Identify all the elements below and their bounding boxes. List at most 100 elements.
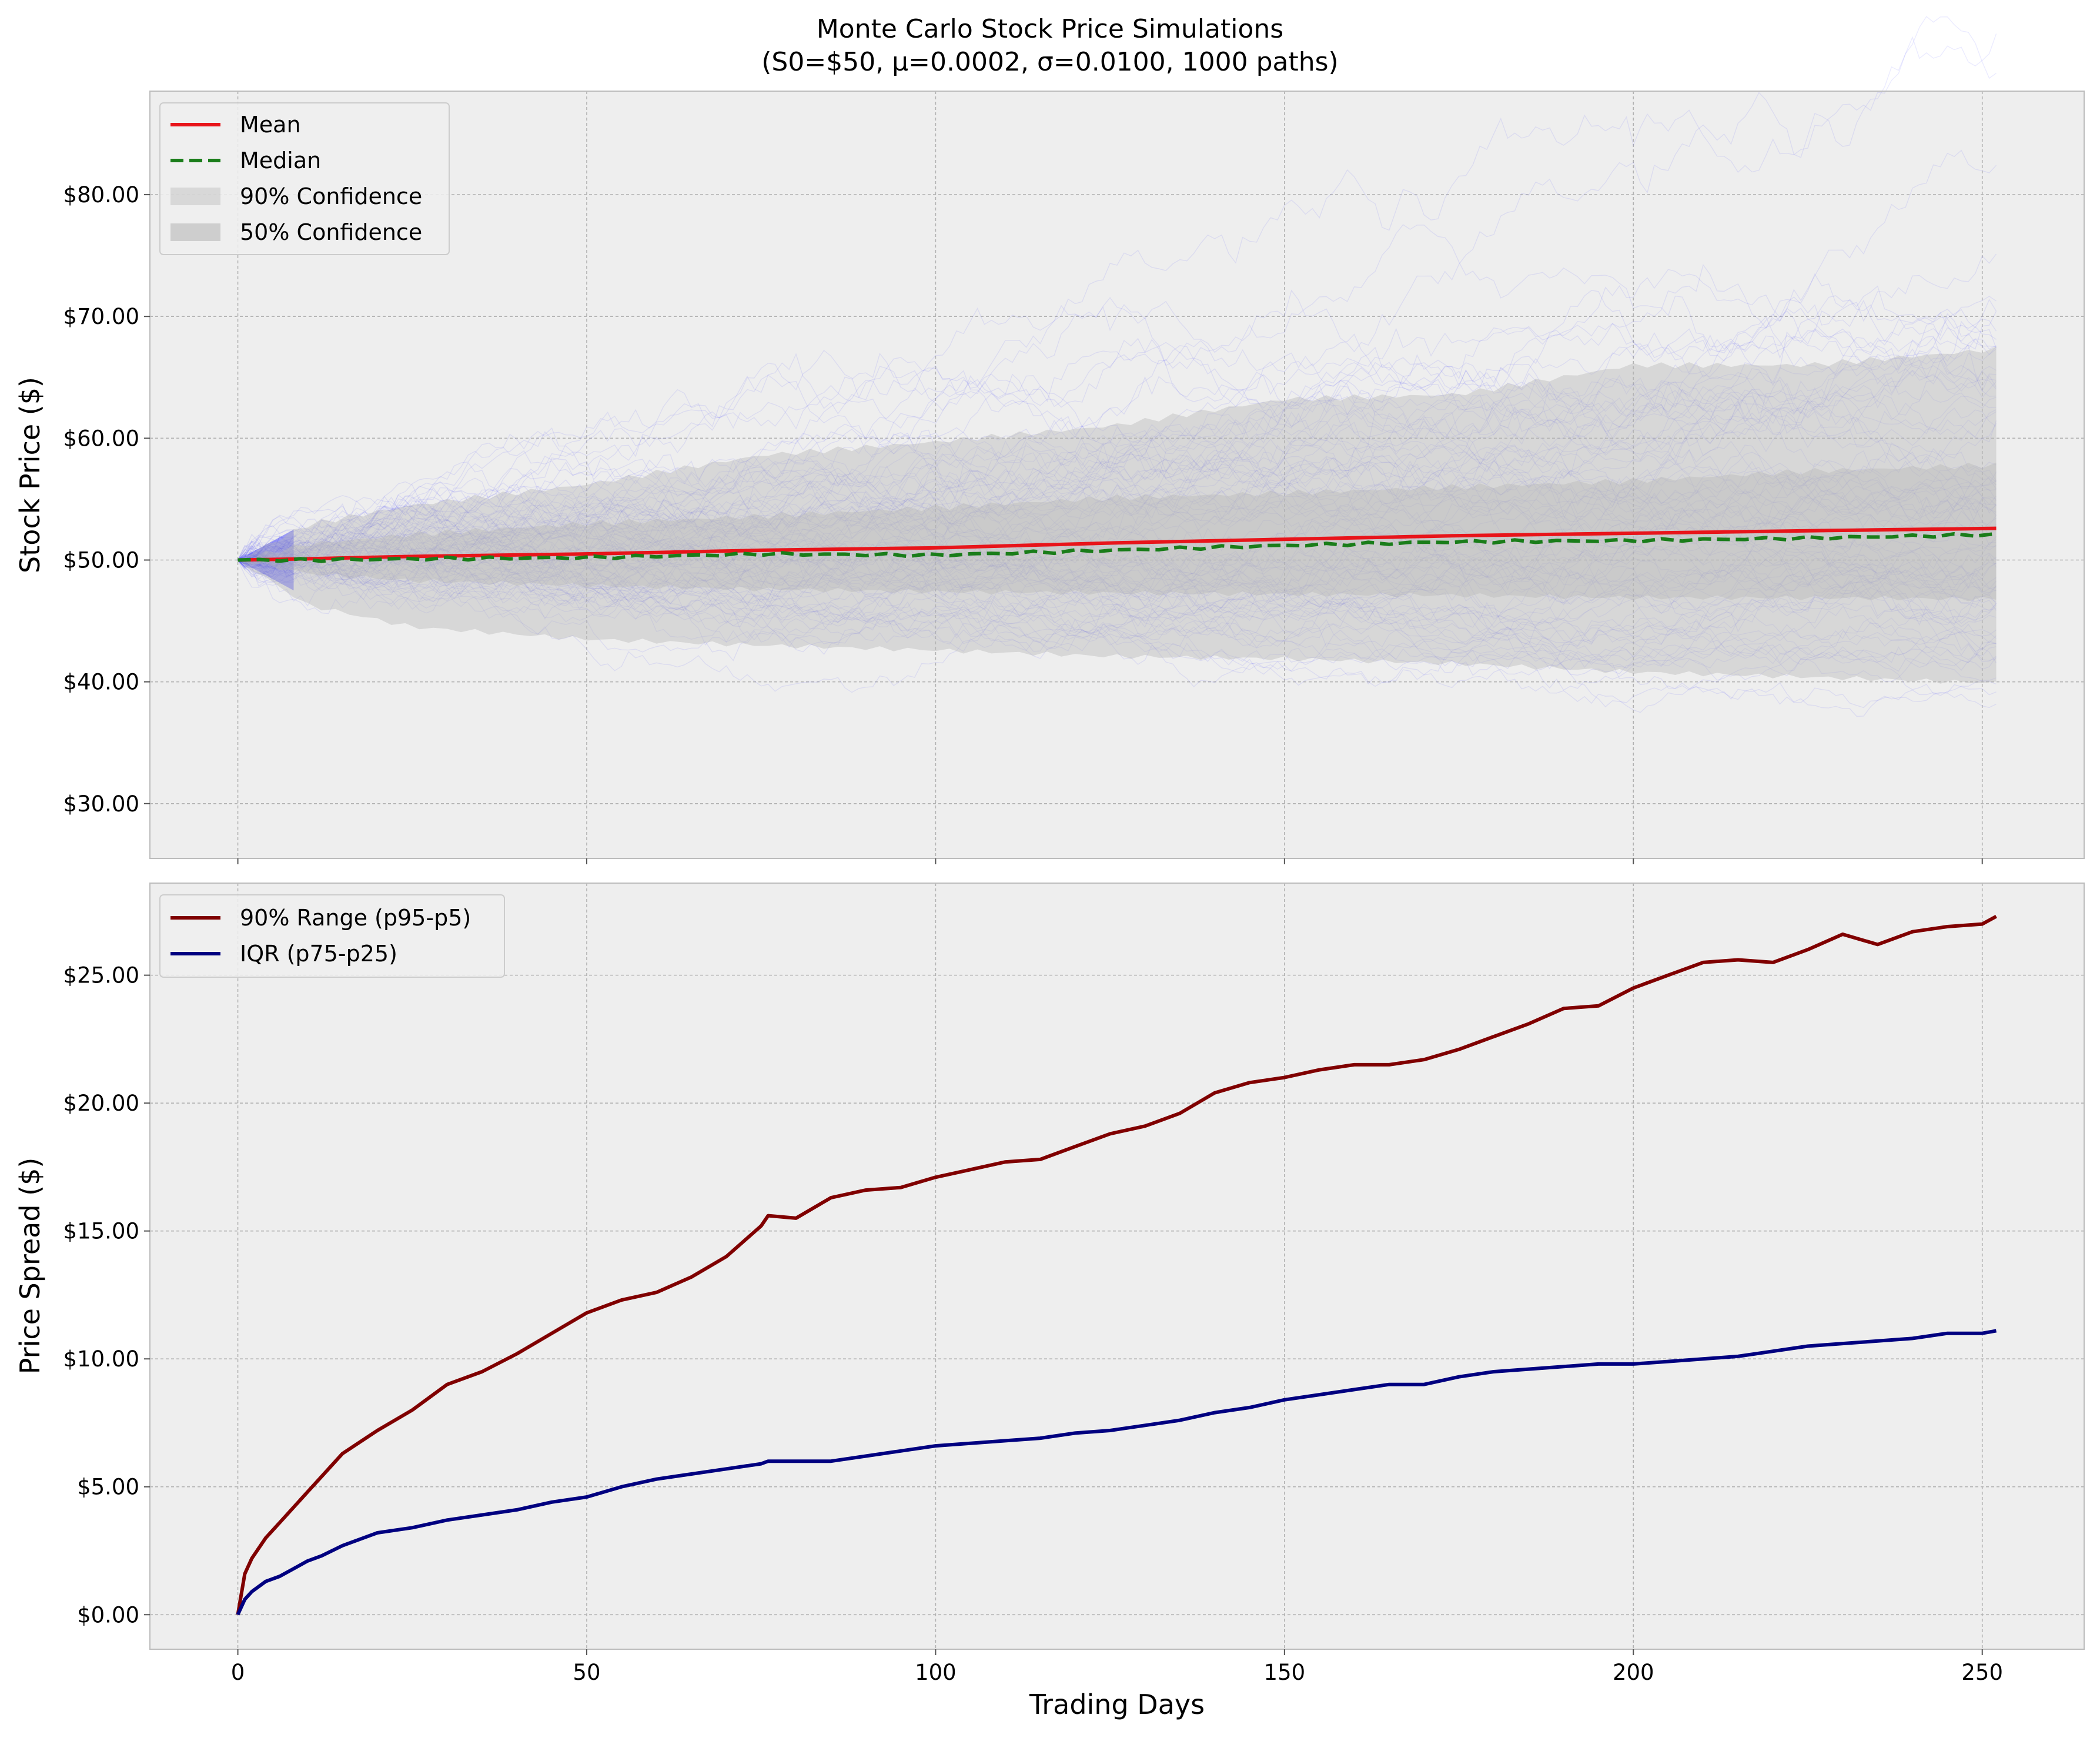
simulation-path <box>237 499 1997 608</box>
y-tick-label: $50.00 <box>63 548 139 573</box>
simulation-path <box>238 452 1997 624</box>
simulation-path <box>238 524 1997 636</box>
simulation-path <box>238 354 1997 562</box>
simulation-path <box>238 544 1997 669</box>
spread-axes-frame <box>149 883 2085 1650</box>
simulation-path <box>238 370 1997 582</box>
simulation-path <box>238 554 1997 713</box>
simulation-path <box>238 487 1997 606</box>
y-tick-label: $5.00 <box>77 1475 139 1500</box>
simulation-path <box>238 297 1997 561</box>
simulation-path <box>238 426 1997 564</box>
simulation-path <box>237 290 1997 567</box>
simulation-path <box>238 34 1997 571</box>
simulation-path <box>238 531 1997 596</box>
y-tick-label: $20.00 <box>63 1091 139 1116</box>
simulation-path <box>238 419 1997 580</box>
simulation-path <box>238 374 1997 571</box>
x-tick-label: 250 <box>1961 1660 2003 1685</box>
simulation-path <box>238 16 1997 580</box>
simulation-path <box>238 299 1997 566</box>
simulation-path <box>238 149 1997 561</box>
price-panel: $30.00 $40.00 $50.00 $60.00 $70.00 $80.00 Sto… <box>14 16 2085 864</box>
legend-label: Median <box>240 148 321 173</box>
price-y-axis-label: Stock Price ($) <box>14 377 46 573</box>
spread-legend: 90% Range (p95-p5) IQR (p75-p25) <box>159 894 505 978</box>
simulation-path <box>238 442 1997 590</box>
y-tick-label: $80.00 <box>63 182 139 208</box>
simulation-path <box>238 410 1997 563</box>
simulation-path <box>238 530 1997 649</box>
x-tick-label: 50 <box>573 1660 600 1685</box>
median-line <box>238 532 1998 563</box>
chart-subtitle: (S0=$50, μ=0.0002, σ=0.0100, 1000 paths) <box>761 47 1338 77</box>
simulation-path <box>238 357 1997 576</box>
band-90-confidence <box>238 346 1997 684</box>
simulation-path <box>238 477 1997 634</box>
simulation-path <box>238 331 1997 567</box>
x-tick-label: 0 <box>231 1660 245 1685</box>
simulation-path <box>238 359 1997 594</box>
spread-ticks: 0 50 100 150 200 250 $0.00 $5.00 $10.00 $15.00 $20… <box>63 963 2003 1685</box>
spread-gridlines <box>150 883 2084 1649</box>
simulation-path <box>238 224 1997 561</box>
y-tick-label: $15.00 <box>63 1219 139 1244</box>
simulation-path <box>238 454 1997 625</box>
spread-legend-box <box>159 894 505 978</box>
y-tick-label: $70.00 <box>63 304 139 329</box>
y-tick-label: $30.00 <box>63 791 139 817</box>
x-axis-label: Trading Days <box>1029 1689 1205 1720</box>
simulation-path <box>238 518 1997 661</box>
simulation-path <box>237 346 1997 569</box>
simulation-path <box>238 273 1997 570</box>
legend-50-swatch <box>170 223 220 241</box>
y-tick-label: $25.00 <box>63 963 139 988</box>
simulation-path <box>237 526 1997 688</box>
simulation-path <box>238 451 1997 623</box>
confidence-bands <box>238 346 1997 684</box>
simulation-path <box>238 320 1997 561</box>
simulation-path <box>238 393 1997 561</box>
simulation-path <box>238 547 1997 652</box>
spread-panel: 0 50 100 150 200 250 $0.00 $5.00 $10.00 $15.00 $20… <box>14 883 2085 1720</box>
simulation-path <box>237 456 1997 561</box>
simulation-path <box>238 253 1997 565</box>
chart-title: Monte Carlo Stock Price Simulations <box>817 14 1283 44</box>
simulation-path <box>238 543 1997 691</box>
simulation-path <box>238 539 1997 693</box>
simulation-path <box>237 486 1997 610</box>
simulation-path <box>238 392 1997 589</box>
price-series-lines <box>238 526 1998 563</box>
price-legend-box <box>159 102 450 255</box>
simulation-path <box>238 384 1997 569</box>
simulation-path <box>237 526 1997 670</box>
simulation-path <box>238 557 1997 669</box>
price-axes-frame <box>149 91 2085 859</box>
spread-plot-area <box>150 883 2084 1649</box>
y-tick-label: $40.00 <box>63 670 139 695</box>
simulation-path <box>237 295 1997 560</box>
simulation-path <box>238 554 1997 708</box>
simulation-path <box>237 493 1997 640</box>
range90-line <box>236 914 1997 1615</box>
simulation-path <box>238 411 1997 589</box>
mean-line <box>238 526 1997 562</box>
legend-90-swatch <box>170 188 220 205</box>
simulation-path <box>237 466 1997 578</box>
simulation-path <box>238 519 1997 685</box>
legend-label: Mean <box>240 112 301 138</box>
simulation-path <box>238 472 1997 598</box>
simulation-path <box>237 311 1997 590</box>
simulation-path <box>237 505 1997 614</box>
simulation-path <box>238 338 1997 614</box>
simulation-path <box>238 462 1997 628</box>
simulation-path <box>238 546 1997 657</box>
legend-label: 50% Confidence <box>240 219 422 245</box>
simulation-path <box>238 502 1997 639</box>
simulation-path <box>237 541 1997 673</box>
simulation-path <box>238 345 1997 567</box>
simulation-path <box>238 516 1997 643</box>
simulation-path <box>238 388 1997 575</box>
simulation-path <box>238 554 1997 717</box>
simulation-path <box>237 317 1997 588</box>
